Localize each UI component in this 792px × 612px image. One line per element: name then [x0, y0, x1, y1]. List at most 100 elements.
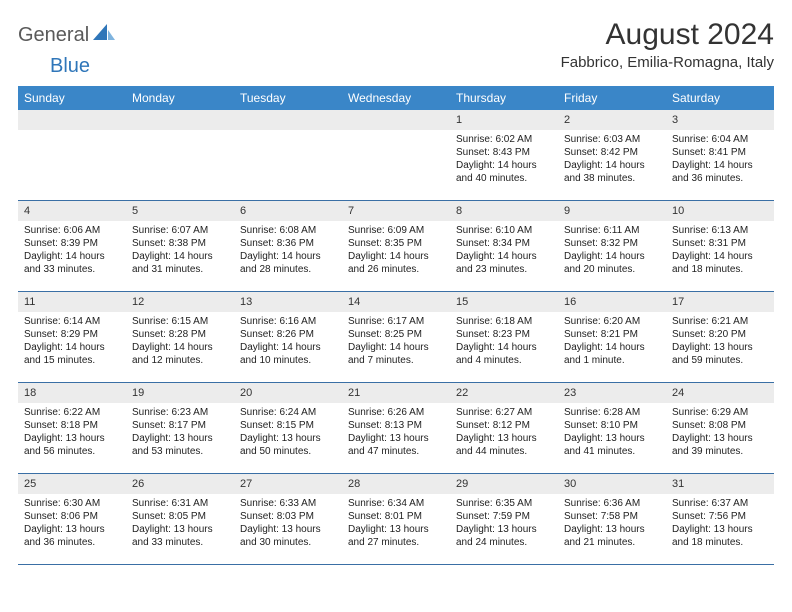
day-cell: 10Sunrise: 6:13 AMSunset: 8:31 PMDayligh…: [666, 201, 774, 291]
daylight-line: Daylight: 13 hours and 59 minutes.: [672, 341, 768, 367]
sunset-line: Sunset: 8:10 PM: [564, 419, 660, 432]
daylight-line: Daylight: 14 hours and 36 minutes.: [672, 159, 768, 185]
day-body: Sunrise: 6:08 AMSunset: 8:36 PMDaylight:…: [234, 221, 342, 282]
daylight-line: Daylight: 14 hours and 20 minutes.: [564, 250, 660, 276]
day-cell: 4Sunrise: 6:06 AMSunset: 8:39 PMDaylight…: [18, 201, 126, 291]
day-number: 26: [126, 474, 234, 494]
day-number: 7: [342, 201, 450, 221]
day-body: Sunrise: 6:34 AMSunset: 8:01 PMDaylight:…: [342, 494, 450, 555]
sunset-line: Sunset: 8:39 PM: [24, 237, 120, 250]
day-cell: 28Sunrise: 6:34 AMSunset: 8:01 PMDayligh…: [342, 474, 450, 564]
week-row: 11Sunrise: 6:14 AMSunset: 8:29 PMDayligh…: [18, 292, 774, 383]
sunset-line: Sunset: 8:12 PM: [456, 419, 552, 432]
day-number: 10: [666, 201, 774, 221]
weeks-container: 1Sunrise: 6:02 AMSunset: 8:43 PMDaylight…: [18, 110, 774, 565]
day-cell: 25Sunrise: 6:30 AMSunset: 8:06 PMDayligh…: [18, 474, 126, 564]
sunrise-line: Sunrise: 6:08 AM: [240, 224, 336, 237]
daylight-line: Daylight: 14 hours and 31 minutes.: [132, 250, 228, 276]
week-row: 1Sunrise: 6:02 AMSunset: 8:43 PMDaylight…: [18, 110, 774, 201]
sunrise-line: Sunrise: 6:16 AM: [240, 315, 336, 328]
daylight-line: Daylight: 13 hours and 41 minutes.: [564, 432, 660, 458]
sunrise-line: Sunrise: 6:36 AM: [564, 497, 660, 510]
day-cell: 2Sunrise: 6:03 AMSunset: 8:42 PMDaylight…: [558, 110, 666, 200]
daylight-line: Daylight: 14 hours and 38 minutes.: [564, 159, 660, 185]
daylight-line: Daylight: 14 hours and 10 minutes.: [240, 341, 336, 367]
sunrise-line: Sunrise: 6:29 AM: [672, 406, 768, 419]
day-number: [126, 110, 234, 130]
day-number: 24: [666, 383, 774, 403]
day-body: Sunrise: 6:26 AMSunset: 8:13 PMDaylight:…: [342, 403, 450, 464]
daylight-line: Daylight: 14 hours and 4 minutes.: [456, 341, 552, 367]
sunrise-line: Sunrise: 6:20 AM: [564, 315, 660, 328]
day-body: Sunrise: 6:27 AMSunset: 8:12 PMDaylight:…: [450, 403, 558, 464]
sunrise-line: Sunrise: 6:30 AM: [24, 497, 120, 510]
day-number: 21: [342, 383, 450, 403]
day-number: 5: [126, 201, 234, 221]
sunrise-line: Sunrise: 6:27 AM: [456, 406, 552, 419]
sunset-line: Sunset: 8:26 PM: [240, 328, 336, 341]
logo: General: [18, 18, 117, 47]
sunrise-line: Sunrise: 6:15 AM: [132, 315, 228, 328]
day-body: Sunrise: 6:36 AMSunset: 7:58 PMDaylight:…: [558, 494, 666, 555]
day-body: Sunrise: 6:14 AMSunset: 8:29 PMDaylight:…: [18, 312, 126, 373]
day-body: Sunrise: 6:06 AMSunset: 8:39 PMDaylight:…: [18, 221, 126, 282]
sunrise-line: Sunrise: 6:10 AM: [456, 224, 552, 237]
daylight-line: Daylight: 14 hours and 33 minutes.: [24, 250, 120, 276]
day-number: 22: [450, 383, 558, 403]
title-block: August 2024 Fabbrico, Emilia-Romagna, It…: [561, 18, 774, 71]
weekday-cell: Sunday: [18, 86, 126, 110]
weekday-cell: Tuesday: [234, 86, 342, 110]
day-body: Sunrise: 6:30 AMSunset: 8:06 PMDaylight:…: [18, 494, 126, 555]
sunrise-line: Sunrise: 6:03 AM: [564, 133, 660, 146]
day-cell: 7Sunrise: 6:09 AMSunset: 8:35 PMDaylight…: [342, 201, 450, 291]
weekday-cell: Wednesday: [342, 86, 450, 110]
day-cell: [342, 110, 450, 200]
day-cell: 15Sunrise: 6:18 AMSunset: 8:23 PMDayligh…: [450, 292, 558, 382]
day-number: 17: [666, 292, 774, 312]
day-number: 12: [126, 292, 234, 312]
day-body: Sunrise: 6:29 AMSunset: 8:08 PMDaylight:…: [666, 403, 774, 464]
day-number: 31: [666, 474, 774, 494]
weekday-cell: Friday: [558, 86, 666, 110]
sunset-line: Sunset: 7:59 PM: [456, 510, 552, 523]
daylight-line: Daylight: 13 hours and 33 minutes.: [132, 523, 228, 549]
day-cell: [234, 110, 342, 200]
day-number: 2: [558, 110, 666, 130]
day-body: Sunrise: 6:24 AMSunset: 8:15 PMDaylight:…: [234, 403, 342, 464]
day-cell: 24Sunrise: 6:29 AMSunset: 8:08 PMDayligh…: [666, 383, 774, 473]
logo-text-general: General: [18, 24, 89, 47]
sunset-line: Sunset: 8:43 PM: [456, 146, 552, 159]
sunset-line: Sunset: 8:34 PM: [456, 237, 552, 250]
daylight-line: Daylight: 14 hours and 1 minute.: [564, 341, 660, 367]
sunset-line: Sunset: 8:41 PM: [672, 146, 768, 159]
day-body: Sunrise: 6:10 AMSunset: 8:34 PMDaylight:…: [450, 221, 558, 282]
day-cell: 18Sunrise: 6:22 AMSunset: 8:18 PMDayligh…: [18, 383, 126, 473]
day-cell: 13Sunrise: 6:16 AMSunset: 8:26 PMDayligh…: [234, 292, 342, 382]
sunset-line: Sunset: 8:36 PM: [240, 237, 336, 250]
location-text: Fabbrico, Emilia-Romagna, Italy: [561, 54, 774, 71]
sunset-line: Sunset: 8:35 PM: [348, 237, 444, 250]
sunrise-line: Sunrise: 6:28 AM: [564, 406, 660, 419]
weekday-cell: Monday: [126, 86, 234, 110]
sunset-line: Sunset: 8:32 PM: [564, 237, 660, 250]
daylight-line: Daylight: 13 hours and 53 minutes.: [132, 432, 228, 458]
day-cell: 9Sunrise: 6:11 AMSunset: 8:32 PMDaylight…: [558, 201, 666, 291]
daylight-line: Daylight: 13 hours and 27 minutes.: [348, 523, 444, 549]
day-body: Sunrise: 6:11 AMSunset: 8:32 PMDaylight:…: [558, 221, 666, 282]
day-cell: 22Sunrise: 6:27 AMSunset: 8:12 PMDayligh…: [450, 383, 558, 473]
day-number: 23: [558, 383, 666, 403]
day-body: Sunrise: 6:17 AMSunset: 8:25 PMDaylight:…: [342, 312, 450, 373]
day-body: Sunrise: 6:16 AMSunset: 8:26 PMDaylight:…: [234, 312, 342, 373]
sunrise-line: Sunrise: 6:26 AM: [348, 406, 444, 419]
day-number: 29: [450, 474, 558, 494]
week-row: 4Sunrise: 6:06 AMSunset: 8:39 PMDaylight…: [18, 201, 774, 292]
day-number: 4: [18, 201, 126, 221]
day-number: 3: [666, 110, 774, 130]
sunset-line: Sunset: 8:17 PM: [132, 419, 228, 432]
day-body: Sunrise: 6:13 AMSunset: 8:31 PMDaylight:…: [666, 221, 774, 282]
weekday-cell: Saturday: [666, 86, 774, 110]
day-number: 11: [18, 292, 126, 312]
sunset-line: Sunset: 8:31 PM: [672, 237, 768, 250]
daylight-line: Daylight: 13 hours and 47 minutes.: [348, 432, 444, 458]
week-row: 18Sunrise: 6:22 AMSunset: 8:18 PMDayligh…: [18, 383, 774, 474]
